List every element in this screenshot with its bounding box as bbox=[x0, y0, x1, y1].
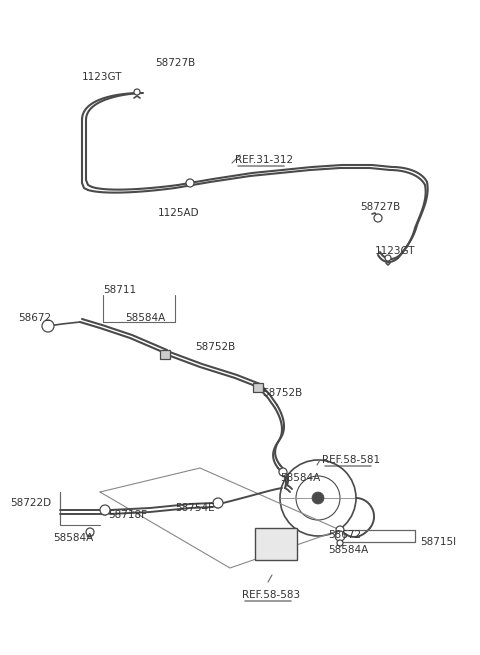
Text: 58727B: 58727B bbox=[155, 58, 195, 68]
Text: 1125AD: 1125AD bbox=[158, 208, 200, 218]
Text: 1123GT: 1123GT bbox=[375, 246, 416, 256]
Text: 58584A: 58584A bbox=[280, 473, 320, 483]
Text: 58672: 58672 bbox=[18, 313, 51, 323]
Bar bbox=[255, 528, 297, 560]
Circle shape bbox=[335, 531, 345, 541]
Circle shape bbox=[100, 505, 110, 515]
Circle shape bbox=[337, 540, 343, 546]
Text: 58715I: 58715I bbox=[420, 537, 456, 547]
Bar bbox=[160, 350, 170, 358]
Text: REF.58-583: REF.58-583 bbox=[242, 590, 300, 600]
Circle shape bbox=[279, 468, 287, 476]
Text: 1123GT: 1123GT bbox=[82, 72, 122, 82]
Circle shape bbox=[42, 320, 54, 332]
Circle shape bbox=[312, 492, 324, 504]
Circle shape bbox=[86, 528, 94, 536]
Text: 58752B: 58752B bbox=[195, 342, 235, 352]
Text: 58752B: 58752B bbox=[262, 388, 302, 398]
Circle shape bbox=[134, 89, 140, 95]
Text: 58672: 58672 bbox=[328, 530, 361, 540]
Text: 58727B: 58727B bbox=[360, 202, 400, 212]
Circle shape bbox=[186, 179, 194, 187]
Text: 58584A: 58584A bbox=[125, 313, 165, 323]
Text: 58722D: 58722D bbox=[10, 498, 51, 508]
Text: 58754E: 58754E bbox=[175, 503, 215, 513]
Text: REF.58-581: REF.58-581 bbox=[322, 455, 380, 465]
Circle shape bbox=[385, 255, 391, 261]
Bar bbox=[253, 383, 263, 392]
Text: 58584A: 58584A bbox=[328, 545, 368, 555]
Circle shape bbox=[213, 498, 223, 508]
Circle shape bbox=[374, 214, 382, 222]
Text: 58584A: 58584A bbox=[53, 533, 93, 543]
Text: 58718F: 58718F bbox=[108, 510, 147, 520]
Text: REF.31-312: REF.31-312 bbox=[235, 155, 293, 165]
Circle shape bbox=[336, 526, 344, 534]
Text: 58711: 58711 bbox=[103, 285, 136, 295]
